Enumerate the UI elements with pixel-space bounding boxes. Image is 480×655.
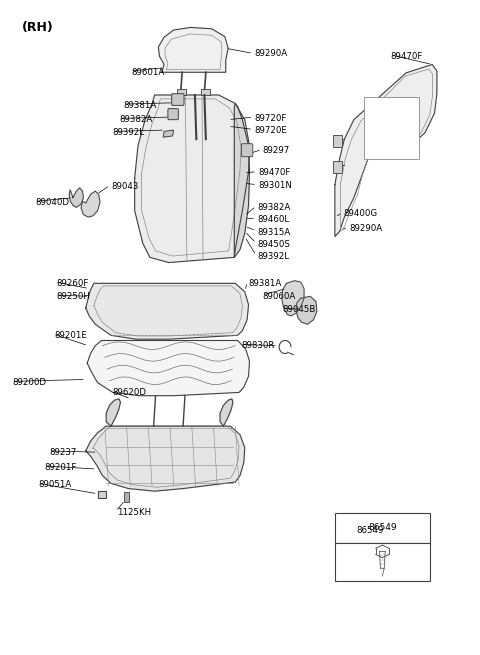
Text: 89392L: 89392L [257,252,289,261]
Bar [201,88,210,95]
Polygon shape [135,95,250,263]
FancyBboxPatch shape [168,109,179,120]
Text: 89045B: 89045B [283,305,316,314]
Text: 89720E: 89720E [254,126,287,135]
Bar [178,88,186,95]
FancyBboxPatch shape [241,143,253,157]
Text: 89382A: 89382A [119,115,152,124]
Text: 89290A: 89290A [254,49,288,58]
Text: 89201E: 89201E [54,331,87,340]
Text: 89040D: 89040D [35,198,69,207]
Polygon shape [296,296,317,324]
Text: 89620D: 89620D [112,388,146,397]
FancyBboxPatch shape [172,94,184,105]
Text: 86549: 86549 [368,523,396,532]
Text: 89470F: 89470F [258,168,290,178]
Text: 89381A: 89381A [124,101,157,110]
Text: 89460L: 89460L [257,215,289,224]
Text: 89200D: 89200D [12,378,46,387]
Polygon shape [335,64,437,236]
Bar [124,492,129,502]
Polygon shape [86,284,249,339]
Polygon shape [97,491,106,498]
Polygon shape [81,191,100,217]
Text: 89201F: 89201F [45,462,77,472]
Text: 89720F: 89720F [254,114,287,123]
Polygon shape [86,426,245,491]
Text: 89601A: 89601A [131,67,164,77]
Polygon shape [158,28,228,72]
Text: 89250H: 89250H [56,292,90,301]
Text: 89260F: 89260F [56,279,88,288]
Text: 89315A: 89315A [257,227,290,236]
Text: 86549: 86549 [356,525,384,534]
Polygon shape [163,130,174,137]
Text: 89237: 89237 [49,448,77,457]
Polygon shape [282,281,304,316]
Text: 89382A: 89382A [257,203,290,212]
Polygon shape [106,399,120,426]
Text: 1125KH: 1125KH [117,508,151,517]
Bar [364,97,419,159]
Polygon shape [220,399,233,426]
Bar [335,513,430,543]
Text: 89297: 89297 [263,146,290,155]
Bar [335,543,430,581]
Text: 89060A: 89060A [263,292,296,301]
Text: 89301N: 89301N [258,181,292,191]
Text: (RH): (RH) [22,21,53,34]
Text: 89392L: 89392L [113,128,145,137]
Polygon shape [69,188,84,208]
Text: 89470F: 89470F [391,52,423,60]
Text: 89290A: 89290A [349,224,382,233]
Text: 89400G: 89400G [343,210,378,218]
Bar [333,161,342,173]
Bar [333,136,342,147]
Text: 89381A: 89381A [249,279,282,288]
Polygon shape [234,103,250,257]
Polygon shape [87,341,250,396]
Text: 89450S: 89450S [257,240,290,249]
Text: 89051A: 89051A [38,480,72,489]
Text: 89830R: 89830R [241,341,275,350]
Text: 89043: 89043 [111,182,138,191]
